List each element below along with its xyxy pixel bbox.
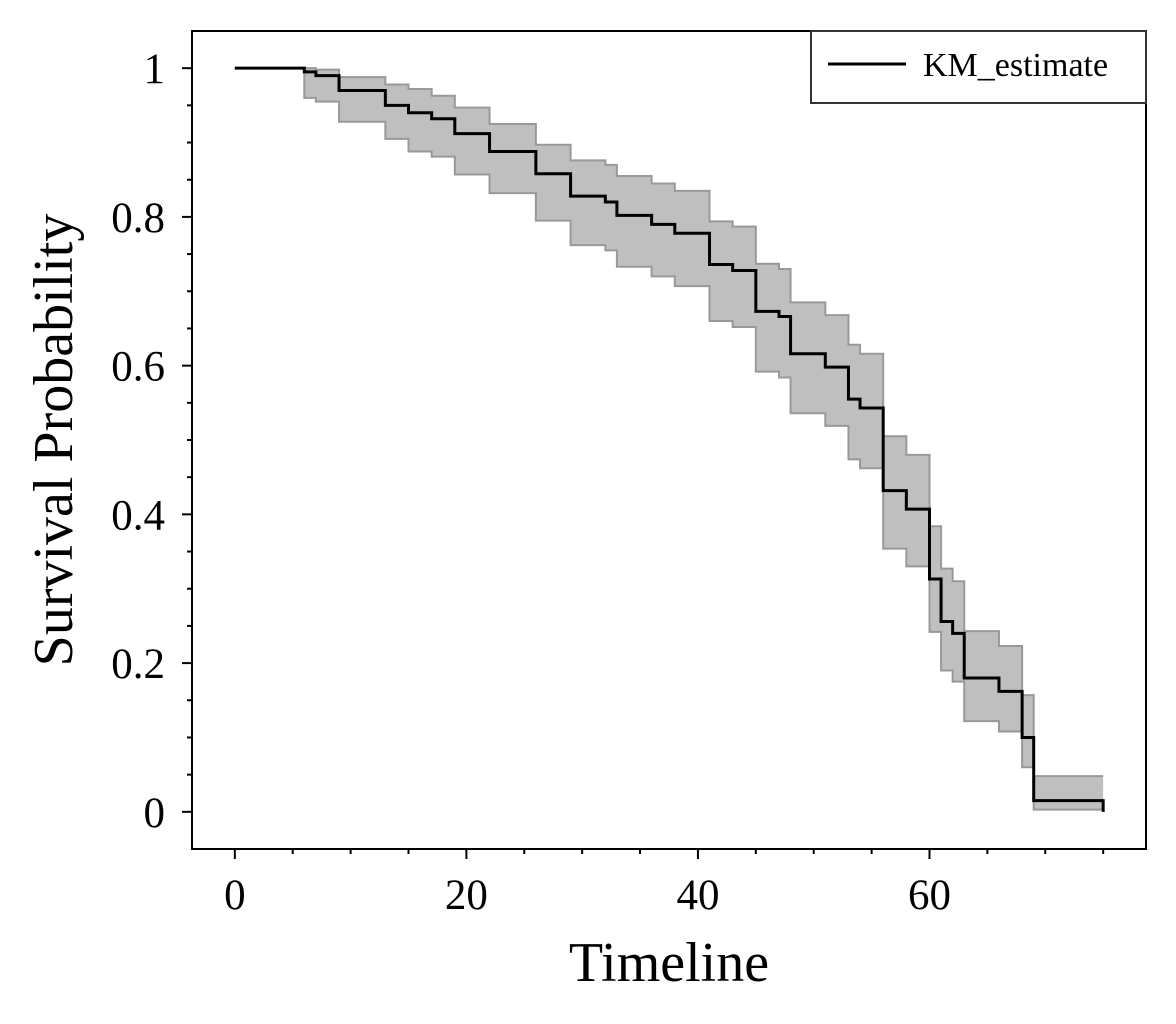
y-tick-label: 1 xyxy=(144,46,166,93)
y-tick-label: 0 xyxy=(144,790,166,837)
km-estimate-line xyxy=(234,66,1105,812)
y-tick-label: 0.6 xyxy=(111,344,165,391)
x-tick-label: 60 xyxy=(908,872,951,919)
legend-box xyxy=(810,30,1147,104)
ci-lower-edge xyxy=(234,67,1104,811)
km-line-layer xyxy=(234,66,1105,812)
confidence-band-layer xyxy=(234,67,1104,811)
x-axis-title: Timeline xyxy=(569,932,769,994)
y-tick-label: 0.4 xyxy=(111,492,165,539)
confidence-band xyxy=(234,68,1104,810)
x-tick-label: 40 xyxy=(676,872,719,919)
x-tick-label: 0 xyxy=(224,872,246,919)
x-tick-label: 20 xyxy=(445,872,488,919)
y-axis-title: Survival Probability xyxy=(23,214,85,667)
y-tick-label: 0.2 xyxy=(111,641,165,688)
y-tick-label: 0.8 xyxy=(111,195,165,242)
x-axis: 0 20 40 60 xyxy=(224,849,1105,919)
y-axis: 0 0.2 0.4 0.6 0.8 1 xyxy=(111,46,192,837)
legend-label: KM_estimate xyxy=(923,47,1108,84)
ci-upper-edge xyxy=(234,67,1104,778)
legend: KM_estimate xyxy=(810,30,1147,104)
